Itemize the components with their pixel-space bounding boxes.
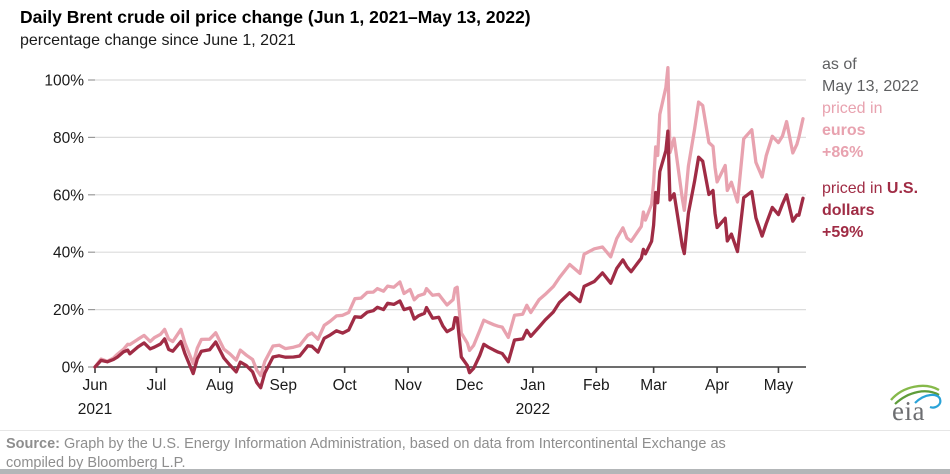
eia-swoosh-blue-icon [914,393,942,409]
legend-usd-currency: dollars [822,202,875,219]
legend-asof-label: as of [822,56,857,73]
x-axis-month-label: Jun [83,377,108,394]
x-axis-month-label: Nov [394,377,422,394]
legend-euro-value: +86% [822,144,864,161]
bottom-divider [0,469,950,474]
brent-price-line-chart: 0% 20% 40% 60% 80% 100% Jun 2021 Jul Aug Sep Oct Nov… [44,66,806,418]
page-title: Daily Brent crude oil price change (Jun … [20,7,531,27]
euro-price-line [93,66,805,378]
x-axis-month-label: Jul [146,377,166,394]
eia-swoosh-green-icon [890,384,940,401]
x-axis-month-label: Apr [705,377,729,394]
legend-euro-currency: euros [822,122,866,139]
y-axis-label: 0% [62,360,85,377]
y-axis-label: 80% [53,130,84,147]
x-axis-year-label: 2022 [516,401,550,418]
eia-logo: eia [885,380,945,430]
chart-legend: as of May 13, 2022 priced in euros +86% … [822,54,919,244]
y-axis-label: 20% [53,302,84,319]
x-axis-month-label: Jan [520,377,545,394]
legend-asof-block: as of May 13, 2022 [822,54,919,98]
x-axis-month-label: Dec [456,377,484,394]
x-axis-year-label: 2021 [78,401,112,418]
x-axis-month-label: Oct [333,377,358,394]
legend-usd-priced-in: priced in U.S. [822,180,919,197]
legend-euro-priced-in: priced in [822,100,883,117]
source-label: Source: [6,436,60,452]
legend-euro-block: priced in euros +86% [822,98,919,164]
source-text-line2: compiled by Bloomberg L.P. [6,455,186,472]
y-axis-label: 60% [53,187,84,204]
x-axis-month-label: Sep [269,377,297,394]
source-text-line1: Graph by the U.S. Energy Information Adm… [60,436,726,452]
legend-usd-value: +59% [822,224,864,241]
usd-price-line [93,129,805,390]
eia-logo-swooshes [890,384,942,409]
legend-asof-date: May 13, 2022 [822,78,919,95]
page-subtitle: percentage change since June 1, 2021 [20,32,296,49]
x-axis-month-label: Feb [583,377,610,394]
x-axis-month-label: May [764,377,794,394]
source-note: Source: Graph by the U.S. Energy Informa… [0,430,950,473]
eia-logo-text: eia [892,396,925,426]
y-axis-label: 100% [44,73,84,90]
x-axis-month-label: Mar [640,377,667,394]
eia-swoosh-green2-icon [894,390,940,405]
y-axis-label: 40% [53,245,84,262]
x-axis-month-label: Aug [206,377,234,394]
legend-usd-block: priced in U.S. dollars +59% [822,178,919,244]
